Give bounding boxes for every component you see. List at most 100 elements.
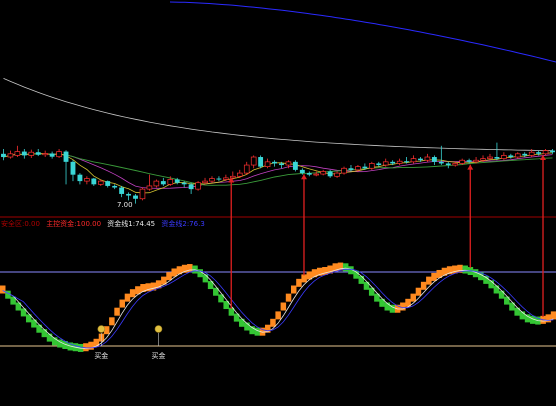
candle [536,150,542,156]
candle [21,149,27,159]
candle-body [404,161,410,163]
indicator-step [31,319,37,328]
candle-body [21,151,27,156]
candle-body [501,155,507,159]
candle-body [77,174,83,182]
candle [77,173,83,185]
candle-body [292,161,298,170]
candle [550,149,555,154]
candle-body [70,161,76,175]
signal-arrowhead [300,174,307,180]
indicator-step [176,266,183,275]
candle [236,169,243,178]
indicator-step [0,285,6,294]
indicator-step [545,314,552,323]
candle-body [438,161,444,164]
candle-body [133,195,138,199]
indicator-step [472,269,479,278]
indicator-step [327,265,333,274]
indicator-step [36,324,42,333]
candle-body [7,153,14,158]
candle [369,161,375,170]
indicator-step [124,293,131,302]
indicator-step [285,293,292,302]
candle [153,179,160,188]
indicator-step [140,284,146,293]
candle [126,192,132,201]
candle-body [209,178,215,182]
indicator-step [207,281,214,290]
candle [56,149,62,158]
candle [438,145,444,166]
candle [410,155,417,164]
candle [63,150,69,185]
candle [35,149,41,157]
candle-body [431,157,437,162]
indicator-step [311,269,318,278]
candle-body [285,161,292,166]
indicator-step [431,272,437,281]
candle-body [424,156,431,161]
candle-body [390,161,396,164]
indicator-step [498,290,505,299]
indicator-step [83,343,89,352]
candle [279,161,284,169]
buy-signal-icon [154,325,163,333]
candle-body [299,169,305,174]
indicator-step [5,290,11,299]
fund-line-2 [2,268,554,349]
candle [139,187,146,201]
indicator-step [187,264,193,273]
indicator-step [478,272,484,281]
candle [396,158,403,166]
candle-body [480,158,486,161]
signal-arrowhead [540,155,547,160]
indicator-step [265,324,271,333]
indicator-step [280,302,287,311]
indicator-step [218,294,224,303]
candle-body [279,163,284,166]
ma-line-green [3,153,553,186]
indicator-step [46,333,53,342]
candle-body [487,156,493,159]
candle [285,160,292,169]
candles [1,142,555,204]
indicator-step [233,313,240,322]
indicator-step [296,278,302,287]
candle [508,153,514,159]
candle [216,176,222,182]
candle [390,160,396,166]
indicator-step [353,270,359,279]
indicator-step [415,287,422,296]
indicator-step [306,271,313,280]
candle-body [542,150,549,155]
candle [348,165,354,172]
candle-body [160,181,166,185]
candle [320,169,326,176]
candle [181,181,187,188]
indicator-step [228,307,235,316]
candle-body [146,185,153,190]
candle-body [112,185,118,188]
indicator-step [400,302,406,311]
indicator-step [509,302,515,311]
indicator-step [114,307,120,316]
legend-safe-zone: 安全区:0.00 [1,220,40,228]
candle-body [216,178,222,180]
candle-body [202,180,208,184]
indicator-step [389,304,396,313]
candle-body [452,163,459,166]
candle-body [369,163,375,169]
indicator-step [135,286,141,295]
indicator-step [462,265,468,274]
candle [292,160,298,172]
candle-body [508,155,514,158]
ma-line-blue [169,1,556,63]
candle [160,177,166,186]
candle-body [272,161,277,164]
candle [188,182,194,194]
candle [28,149,35,158]
candle [91,177,97,186]
candle-body [313,173,320,176]
